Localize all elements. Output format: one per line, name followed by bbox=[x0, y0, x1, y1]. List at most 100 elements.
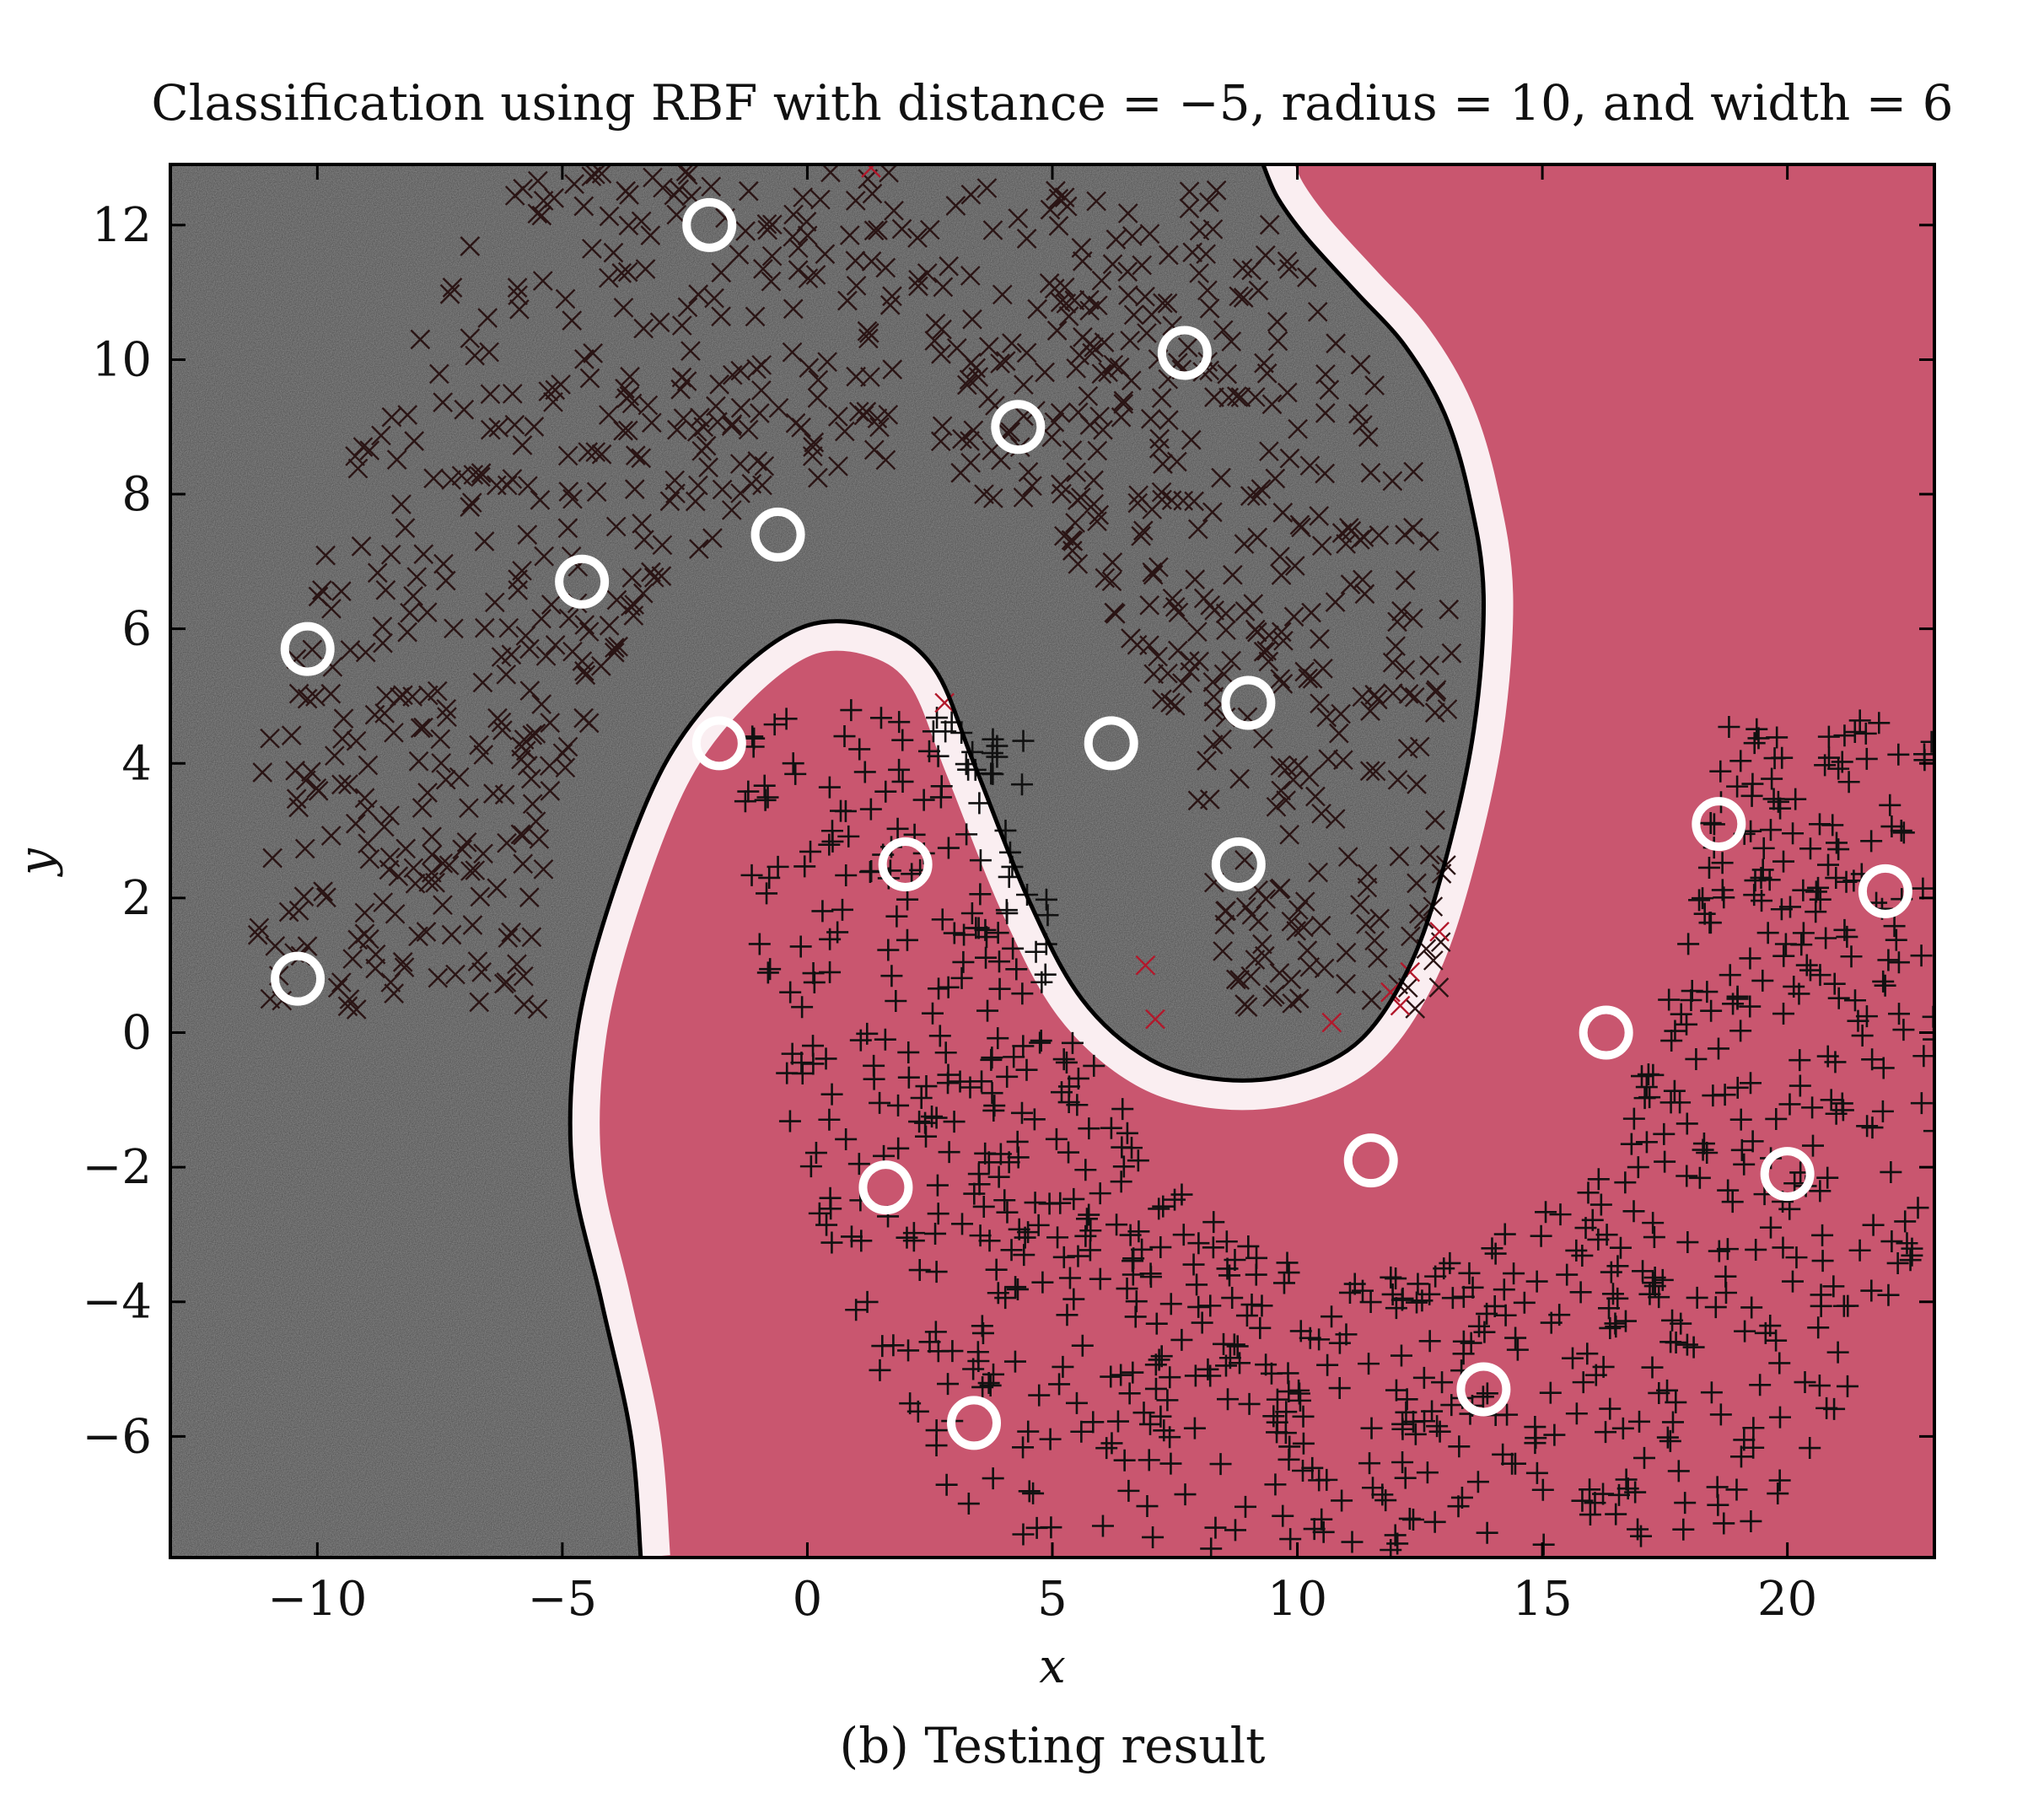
x-marker bbox=[1315, 363, 1336, 385]
x-marker bbox=[504, 414, 525, 435]
plus-marker bbox=[1635, 1131, 1658, 1154]
plus-marker bbox=[849, 1029, 872, 1052]
decision-boundary bbox=[567, 164, 1487, 1558]
x-marker bbox=[1135, 286, 1155, 307]
plus-marker bbox=[915, 1075, 938, 1098]
x-marker bbox=[1248, 280, 1269, 301]
x-marker bbox=[1113, 390, 1134, 412]
plus-marker bbox=[1110, 1170, 1132, 1193]
plus-marker bbox=[1801, 1096, 1824, 1119]
rbf-center-marker bbox=[682, 197, 737, 252]
plus-marker bbox=[1245, 1246, 1268, 1269]
plus-marker bbox=[737, 780, 760, 803]
x-marker bbox=[1403, 608, 1423, 629]
plus-marker bbox=[1066, 1094, 1089, 1117]
x-marker bbox=[1197, 751, 1217, 771]
plus-marker bbox=[1110, 1364, 1132, 1386]
plus-marker bbox=[840, 1225, 863, 1248]
x-marker bbox=[1247, 527, 1268, 548]
x-marker bbox=[346, 730, 367, 751]
plus-marker bbox=[938, 1141, 960, 1164]
plus-marker bbox=[1672, 1518, 1695, 1541]
plus-marker bbox=[1371, 1483, 1394, 1506]
x-marker bbox=[352, 437, 374, 457]
chart-title: Classification using RBF with distance =… bbox=[151, 74, 1953, 132]
plus-marker bbox=[1711, 852, 1734, 874]
plus-marker bbox=[1659, 1091, 1682, 1114]
plus-marker bbox=[756, 786, 779, 809]
plus-marker bbox=[897, 1339, 920, 1362]
plus-marker bbox=[1599, 1397, 1622, 1420]
plus-marker bbox=[1809, 964, 1832, 987]
plus-marker bbox=[1039, 1428, 1062, 1450]
plus-marker bbox=[981, 742, 1003, 765]
plus-marker bbox=[974, 1142, 997, 1165]
plus-marker bbox=[1661, 1411, 1684, 1434]
x-marker bbox=[875, 449, 896, 471]
x-marker bbox=[433, 853, 454, 874]
x-marker bbox=[1319, 379, 1340, 401]
x-marker bbox=[808, 467, 828, 488]
plus-marker bbox=[1826, 1341, 1849, 1364]
plus-marker bbox=[818, 1108, 841, 1131]
x-marker bbox=[433, 895, 453, 916]
plus-marker bbox=[1770, 898, 1793, 921]
x-marker bbox=[931, 343, 951, 364]
x-marker bbox=[1267, 331, 1288, 352]
x-marker bbox=[1235, 896, 1256, 917]
x-marker bbox=[1102, 254, 1123, 275]
x-marker bbox=[1387, 611, 1407, 632]
x-marker bbox=[1305, 786, 1326, 807]
x-marker bbox=[709, 374, 729, 395]
x-marker bbox=[1277, 251, 1298, 272]
x-marker bbox=[1272, 503, 1294, 523]
x-marker bbox=[473, 843, 493, 864]
plus-marker bbox=[1145, 1312, 1168, 1335]
plus-marker bbox=[1885, 928, 1907, 951]
x-marker bbox=[1325, 809, 1346, 829]
plus-marker bbox=[1411, 1289, 1433, 1312]
plus-marker bbox=[1699, 912, 1722, 934]
plus-marker bbox=[1272, 1504, 1294, 1527]
plus-marker bbox=[1615, 1468, 1638, 1491]
plus-marker bbox=[1726, 987, 1749, 1010]
plus-marker bbox=[925, 1261, 948, 1283]
x-marker bbox=[522, 724, 543, 745]
rbf-center-marker bbox=[878, 837, 933, 891]
x-marker bbox=[820, 164, 841, 183]
x-marker bbox=[1131, 525, 1152, 546]
plus-marker bbox=[1822, 1275, 1845, 1298]
x-tick-label: 15 bbox=[1512, 1572, 1572, 1627]
x-marker bbox=[579, 368, 600, 389]
plus-marker bbox=[1653, 1122, 1676, 1145]
plus-marker bbox=[1040, 1516, 1062, 1539]
plus-marker bbox=[1700, 1381, 1723, 1404]
x-marker bbox=[573, 708, 594, 729]
x-marker bbox=[1419, 844, 1440, 865]
x-marker bbox=[557, 445, 578, 466]
plus-marker bbox=[1587, 1168, 1610, 1191]
plus-marker bbox=[1548, 1304, 1571, 1326]
plus-marker bbox=[1106, 1410, 1129, 1433]
plus-marker bbox=[1226, 1335, 1249, 1358]
plus-marker bbox=[1667, 1460, 1690, 1482]
plus-marker bbox=[937, 976, 960, 998]
plus-marker bbox=[908, 1259, 931, 1282]
x-marker bbox=[932, 319, 952, 340]
plus-marker bbox=[1571, 1489, 1594, 1512]
x-marker bbox=[761, 214, 783, 235]
x-marker bbox=[1084, 470, 1104, 491]
x-marker bbox=[839, 225, 860, 245]
plus-marker bbox=[937, 1063, 960, 1086]
x-marker bbox=[428, 967, 449, 988]
x-marker bbox=[782, 342, 803, 363]
x-marker bbox=[1167, 451, 1187, 472]
x-marker bbox=[1277, 382, 1298, 403]
x-marker bbox=[427, 681, 448, 702]
plus-marker bbox=[1398, 1507, 1421, 1530]
plus-marker bbox=[1823, 972, 1846, 995]
plus-marker bbox=[1004, 1276, 1027, 1299]
plus-marker bbox=[1614, 1310, 1637, 1332]
plus-marker bbox=[820, 1197, 842, 1220]
x-marker bbox=[908, 269, 928, 290]
